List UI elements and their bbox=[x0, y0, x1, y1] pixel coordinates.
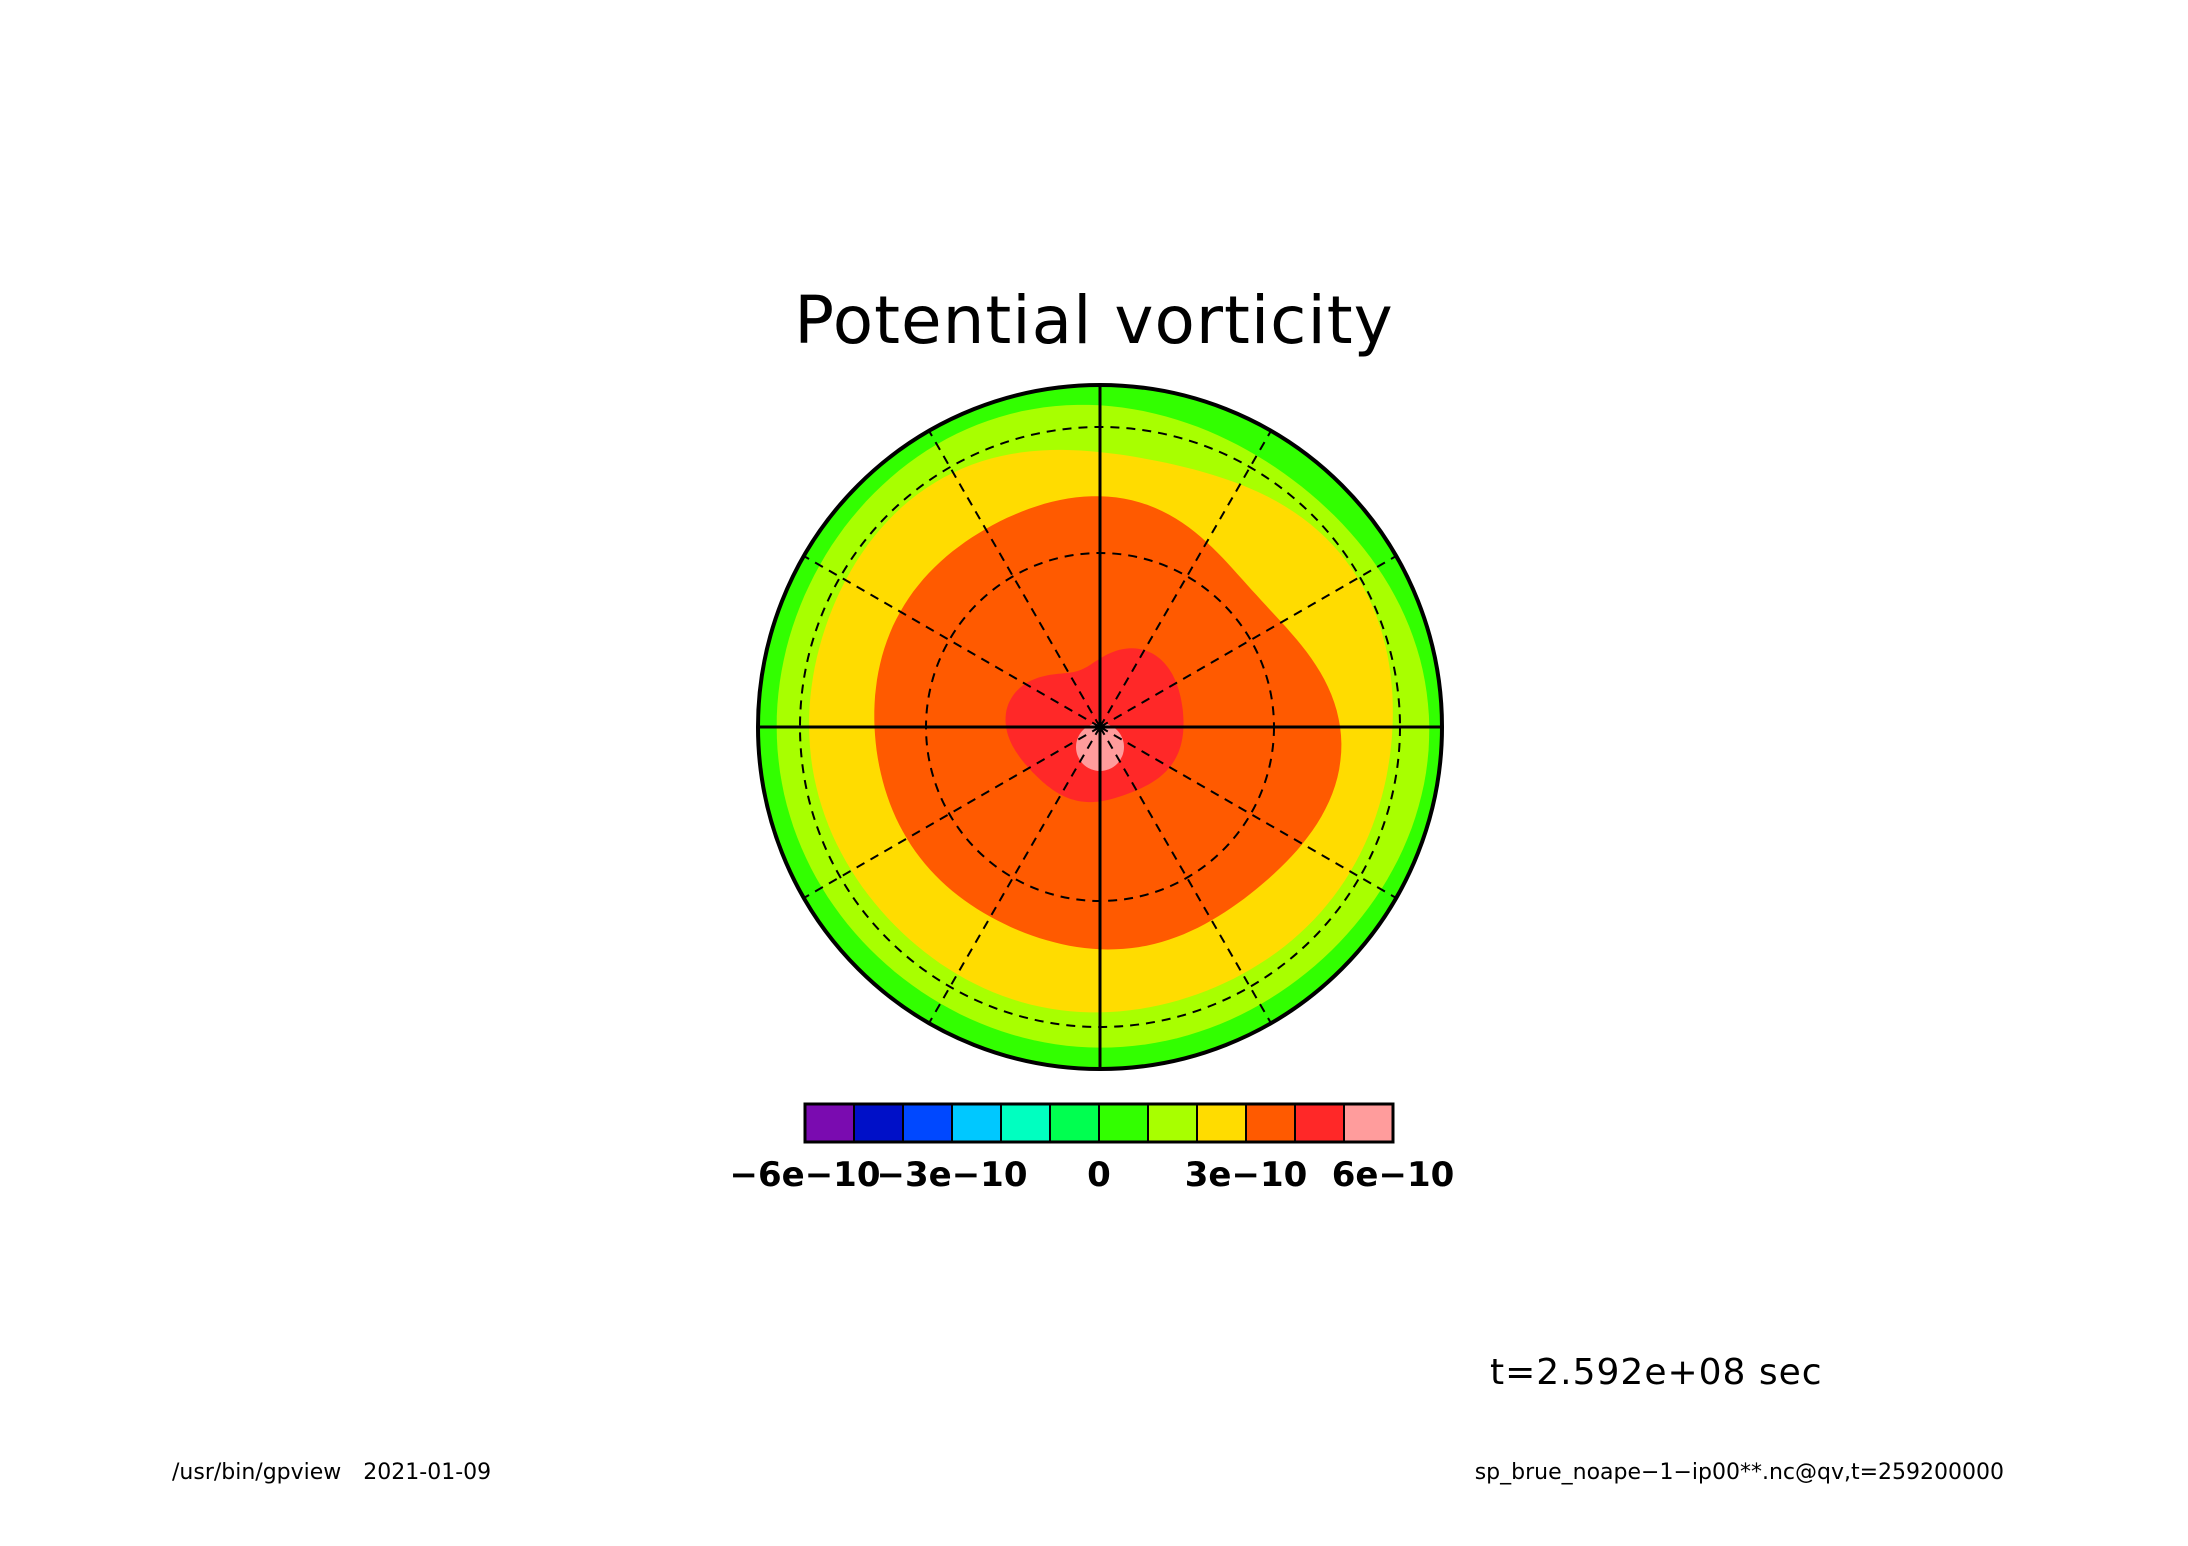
colorbar-frame bbox=[803, 1102, 1395, 1144]
footer-date: 2021-01-09 bbox=[363, 1460, 492, 1485]
colorbar-cell bbox=[1098, 1103, 1149, 1143]
colorbar-cell bbox=[1147, 1103, 1198, 1143]
meridian-line bbox=[803, 555, 1101, 728]
colorbar-cell bbox=[1049, 1103, 1100, 1143]
footer-left: /usr/bin/gpview 2021-01-09 bbox=[172, 1460, 513, 1485]
colorbar-cell bbox=[1294, 1103, 1345, 1143]
meridian-line bbox=[1099, 555, 1397, 728]
colorbar-tick-label: 3e−10 bbox=[1185, 1155, 1308, 1195]
colorbar-cell bbox=[1000, 1103, 1051, 1143]
colorbar-cell bbox=[1343, 1103, 1394, 1143]
chart-title: Potential vorticity bbox=[794, 282, 1394, 359]
colorbar-cell bbox=[1245, 1103, 1296, 1143]
meridian-line bbox=[928, 726, 1101, 1024]
colorbar-tick-label: 6e−10 bbox=[1332, 1155, 1455, 1195]
colorbar-cell bbox=[804, 1103, 855, 1143]
meridian-line bbox=[1099, 726, 1272, 1024]
colorbar-cell bbox=[1196, 1103, 1247, 1143]
time-label: t=2.592e+08 sec bbox=[1490, 1352, 1823, 1393]
colorbar-tick-label: −3e−10 bbox=[876, 1155, 1027, 1195]
footer-program: /usr/bin/gpview bbox=[172, 1460, 342, 1485]
colorbar-cell bbox=[951, 1103, 1002, 1143]
plot-boundary bbox=[756, 383, 1444, 1071]
colorbar-tick-label: 0 bbox=[1087, 1155, 1111, 1195]
footer-source: sp_brue_noape−1−ip00**.nc@qv,t=259200000 bbox=[1474, 1460, 2004, 1485]
colorbar-cell bbox=[902, 1103, 953, 1143]
meridian-line bbox=[928, 430, 1101, 728]
meridian-line bbox=[1099, 726, 1397, 899]
meridian-line bbox=[803, 726, 1101, 899]
meridian-line bbox=[1099, 430, 1272, 728]
colorbar-cell bbox=[853, 1103, 904, 1143]
colorbar-tick-label: −6e−10 bbox=[729, 1155, 880, 1195]
